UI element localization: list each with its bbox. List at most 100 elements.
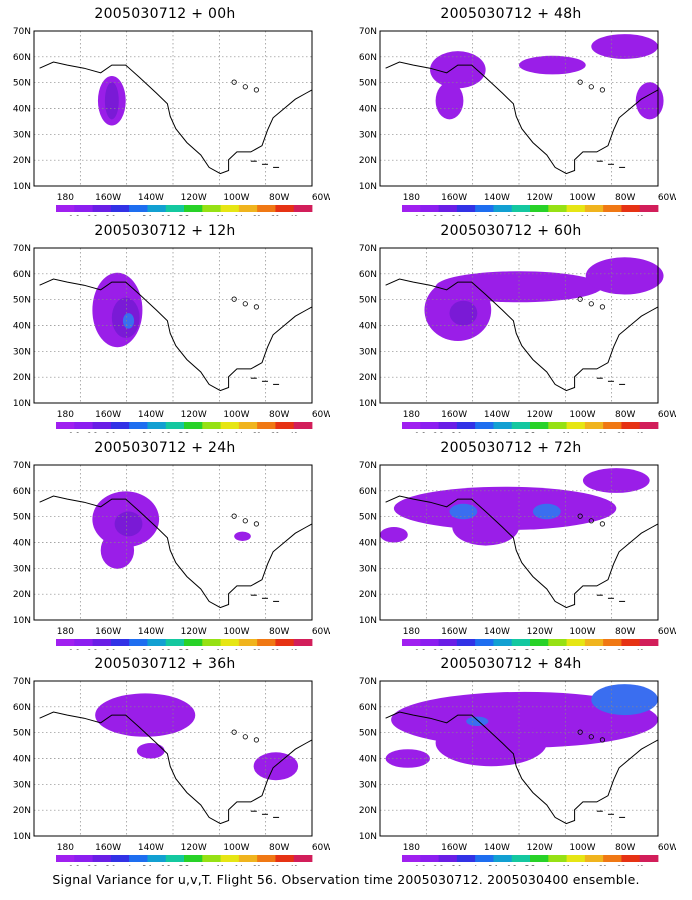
lon-tick-label: 120W (527, 843, 553, 853)
lat-tick-label: 10N (13, 832, 31, 842)
colorbar-tick-label: 3.1 (452, 214, 462, 216)
colorbar-swatch (603, 855, 622, 862)
colorbar-tick-label: 6.3 (507, 214, 517, 216)
colorbar-swatch (438, 205, 458, 212)
lat-tick-label: 30N (359, 130, 377, 140)
lon-tick-label: 160W (95, 410, 121, 420)
colorbar-tick-label: 2.2 (87, 648, 97, 650)
colorbar-tick-label: 3.1 (452, 431, 462, 433)
colorbar-tick-label: 3.1 (106, 431, 116, 433)
lat-tick-label: 40N (13, 539, 31, 549)
lon-tick-label: 100W (223, 843, 249, 853)
colorbar-tick-label: 11 (562, 431, 570, 433)
lat-tick-label: 60N (13, 703, 31, 713)
colorbar-swatch (165, 422, 185, 429)
colorbar-swatch (92, 639, 112, 646)
lat-tick-label: 10N (13, 399, 31, 409)
colorbar-tick-label: 5.1 (488, 214, 498, 216)
lat-tick-label: 20N (13, 806, 31, 816)
colorbar-swatch (220, 855, 240, 862)
lon-tick-label: 120W (181, 843, 207, 853)
lon-tick-label: 60W (658, 410, 676, 420)
colorbar-tick-label: 29 (617, 864, 625, 866)
colorbar-swatch (621, 639, 641, 646)
signal-shaded-region (253, 752, 299, 781)
colorbar-swatch (202, 855, 221, 862)
signal-shaded-region (393, 486, 617, 531)
panel-title: 2005030712 + 00h (94, 6, 236, 22)
colorbar-swatch (129, 205, 148, 212)
signal-shaded-region (591, 34, 658, 59)
map-frame (33, 464, 313, 621)
colorbar-swatch (621, 205, 641, 212)
lon-tick-label: 160W (95, 193, 121, 203)
colorbar-swatch (511, 422, 531, 429)
colorbar-tick-label: 6.3 (507, 648, 517, 650)
colorbar-swatch (184, 855, 203, 862)
colorbar-tick-label: 7.5 (525, 648, 535, 650)
lat-tick-label: 20N (359, 156, 377, 166)
colorbar-tick-label: 11 (216, 648, 224, 650)
lake-outline (231, 296, 237, 302)
colorbar-swatch (293, 855, 313, 862)
signal-shaded-region (435, 719, 547, 767)
lon-tick-label: 80W (269, 843, 289, 853)
colorbar-swatch (530, 855, 549, 862)
lon-tick-label: 100W (569, 193, 595, 203)
colorbar-swatch (56, 855, 75, 862)
colorbar-swatch (92, 422, 112, 429)
colorbar-tick-label: 1.6 (415, 431, 425, 433)
lake-outline (577, 729, 583, 735)
lake-outline (588, 734, 594, 740)
colorbar-swatch (420, 422, 439, 429)
colorbar-tick-label: 4 (127, 864, 131, 866)
panel-72h: 2005030712 + 72h 70N 60N 50N 40N 30N 20N 10N 18… (346, 440, 676, 650)
colorbar-tick-label: 7.5 (179, 431, 189, 433)
lat-tick-label: 70N (359, 27, 377, 37)
gridlines (380, 681, 658, 836)
colorbar-swatch (456, 639, 476, 646)
gridlines (34, 465, 312, 620)
colorbar-tick-label: 40 (290, 214, 298, 216)
lon-tick-label: 80W (269, 410, 289, 420)
lat-tick-label: 30N (13, 130, 31, 140)
signal-shaded-region (435, 271, 603, 303)
colorbar-swatch (220, 422, 240, 429)
coastline (385, 495, 659, 609)
lon-tick-label: 60W (658, 627, 676, 637)
lat-tick-label: 40N (13, 755, 31, 765)
map-frame (379, 680, 659, 837)
colorbar-swatch (566, 205, 586, 212)
colorbar-swatch (548, 205, 567, 212)
colorbar-swatch (493, 205, 513, 212)
lake-outline (599, 87, 605, 93)
colorbar-swatch (639, 205, 659, 212)
colorbar-tick-label: 11 (562, 214, 570, 216)
colorbar-tick-label: 5.1 (488, 648, 498, 650)
signal-shaded-region (114, 511, 143, 537)
map-frame (379, 247, 659, 404)
panel-36h: 2005030712 + 36h 70N 60N 50N 40N 30N 20N 10N 18… (0, 656, 330, 866)
lat-tick-label: 40N (359, 755, 377, 765)
colorbar-swatch (275, 422, 295, 429)
lat-tick-label: 50N (359, 513, 377, 523)
colorbar-swatch (584, 422, 604, 429)
lake-outline (588, 301, 594, 307)
colorbar-tick-label: 4 (473, 648, 477, 650)
gridlines (380, 248, 658, 403)
lon-tick-label: 120W (181, 410, 207, 420)
lon-tick-label: 140W (138, 410, 164, 420)
colorbar-tick-label: 11 (562, 864, 570, 866)
colorbar-swatch (275, 205, 295, 212)
signal-shaded-region (385, 749, 431, 768)
colorbar-swatch (475, 855, 494, 862)
colorbar-swatch (129, 855, 148, 862)
gridlines (34, 31, 312, 186)
lon-tick-label: 60W (312, 410, 330, 420)
colorbar-swatch (639, 855, 659, 862)
colorbar-swatch (275, 855, 295, 862)
lon-tick-label: 100W (569, 410, 595, 420)
colorbar-tick-label: 1.6 (69, 431, 79, 433)
lat-tick-label: 60N (13, 270, 31, 280)
colorbar-swatch (584, 205, 604, 212)
